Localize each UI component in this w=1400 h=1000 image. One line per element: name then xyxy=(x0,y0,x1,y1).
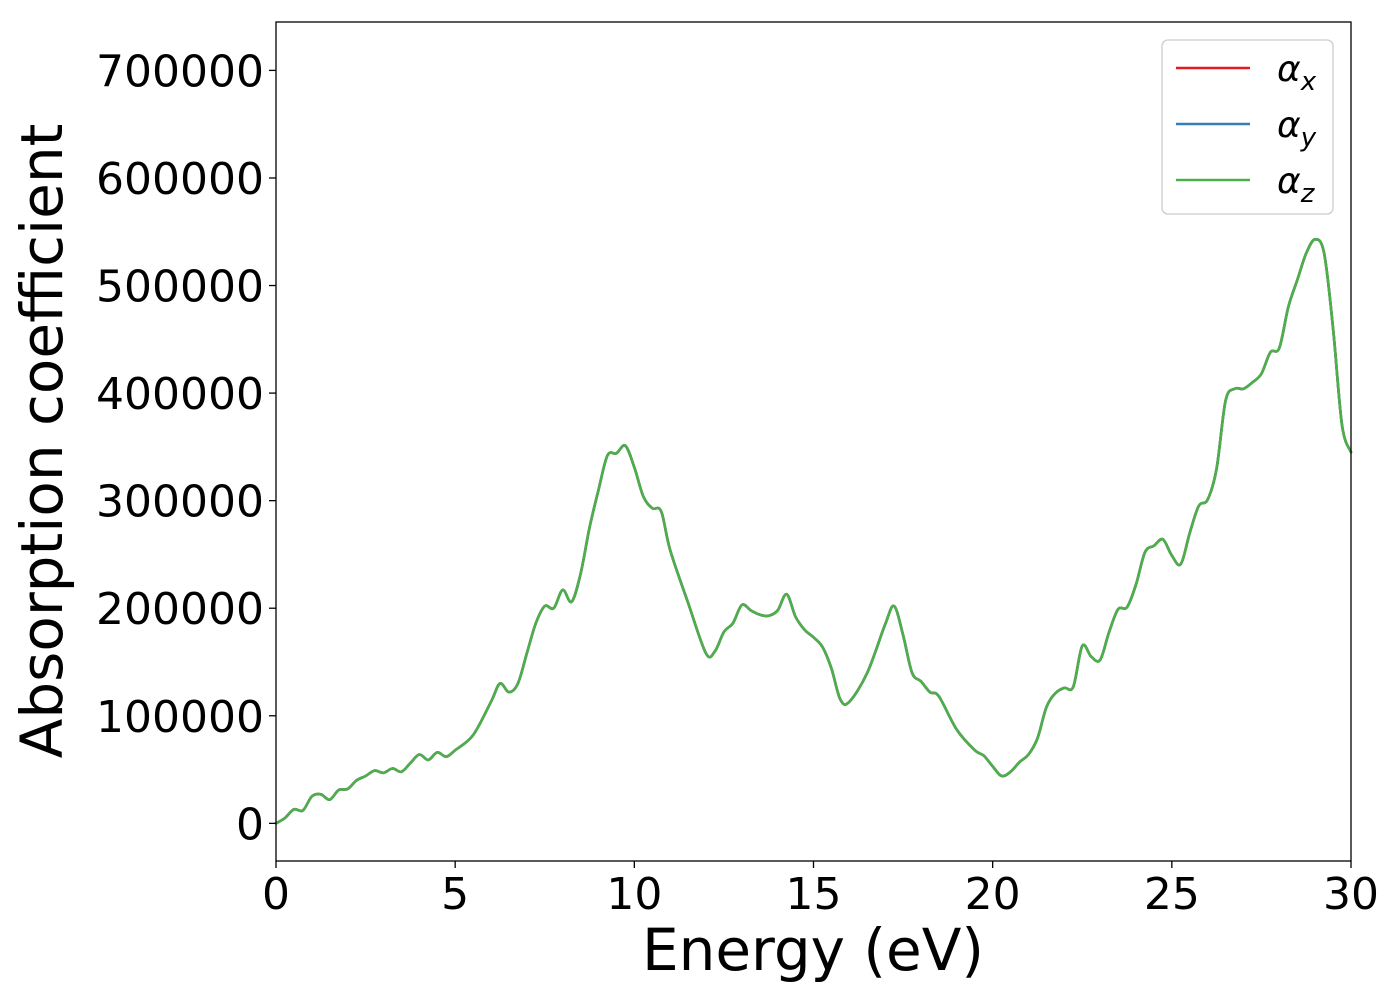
x-tick-label: 25 xyxy=(1144,869,1200,920)
legend-box xyxy=(1161,39,1334,215)
x-tick-label: 30 xyxy=(1323,869,1379,920)
y-tick-label: 700000 xyxy=(96,46,264,97)
series-line-3 xyxy=(274,237,1353,825)
x-axis-ticks: 0 5 10 15 20 25 30 xyxy=(262,861,1379,920)
x-tick-label: 15 xyxy=(786,869,842,920)
y-tick-label: 100000 xyxy=(96,692,264,743)
y-tick-label: 500000 xyxy=(96,262,264,313)
y-tick-label: 200000 xyxy=(96,584,264,635)
x-tick-label: 10 xyxy=(606,869,662,920)
x-tick-label: 5 xyxy=(441,869,469,920)
legend-label-2: αy xyxy=(1277,105,1317,153)
y-axis-title: Absorption coefficient xyxy=(8,124,76,759)
x-tick-label: 0 xyxy=(262,869,290,920)
legend-label-1: αx xyxy=(1277,49,1317,97)
y-tick-label: 300000 xyxy=(96,477,264,528)
y-axis-ticks: 0 100000 200000 300000 400000 500000 600000 700… xyxy=(96,46,276,850)
series-layer xyxy=(274,237,1353,825)
legend-label-3: αz xyxy=(1277,161,1316,209)
x-tick-label: 20 xyxy=(965,869,1021,920)
y-tick-label: 400000 xyxy=(96,369,264,420)
x-axis-title: Energy (eV) xyxy=(642,916,984,984)
y-tick-label: 0 xyxy=(236,799,264,850)
legend: αx αy αz xyxy=(1161,39,1334,215)
y-tick-label: 600000 xyxy=(96,154,264,205)
